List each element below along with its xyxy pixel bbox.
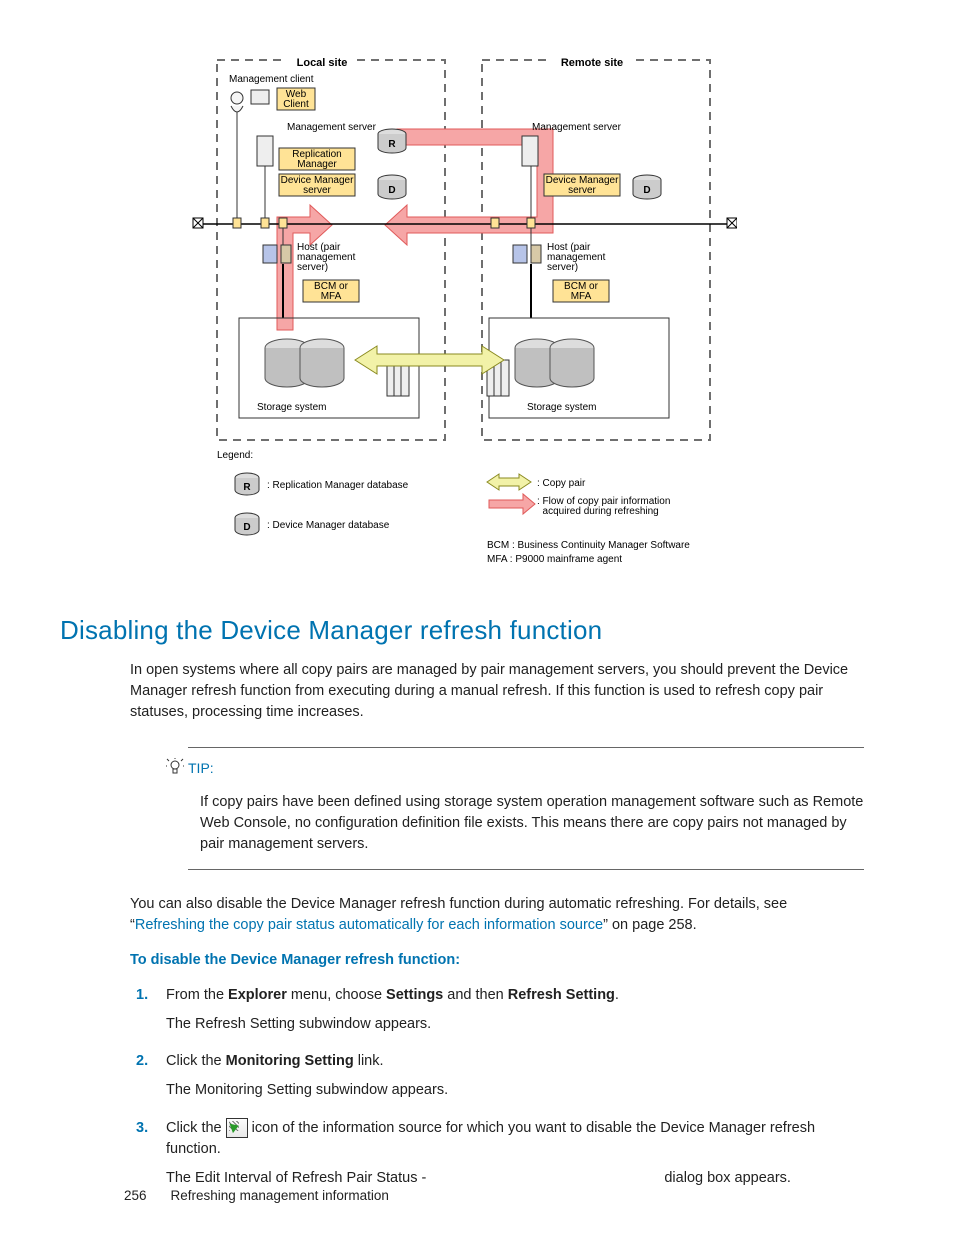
storage-local-label: Storage system xyxy=(257,402,326,413)
remote-title: Remote site xyxy=(561,57,623,69)
step-2-sub: The Monitoring Setting subwindow appears… xyxy=(166,1080,864,1101)
mgmt-client-label: Management client xyxy=(229,74,314,85)
tip-body: If copy pairs have been defined using st… xyxy=(200,792,864,855)
tip-icon xyxy=(166,758,184,776)
step-2: Click the Monitoring Setting link. The M… xyxy=(158,1051,864,1101)
svg-text:R: R xyxy=(243,482,251,493)
svg-text:D: D xyxy=(643,185,650,196)
procedure-steps: From the Explorer menu, choose Settings … xyxy=(130,985,864,1188)
step-1-sub: The Refresh Setting subwindow appears. xyxy=(166,1014,864,1035)
local-title: Local site xyxy=(297,57,348,69)
legend-bcm: BCM : Business Continuity Manager Softwa… xyxy=(487,540,690,551)
svg-text:D: D xyxy=(243,522,250,533)
procedure-heading: To disable the Device Manager refresh fu… xyxy=(130,950,864,971)
host-local-label: Host (pairmanagementserver) xyxy=(297,242,356,273)
chapter-title: Refreshing management information xyxy=(171,1188,389,1203)
legend-flow: : Flow of copy pair information acquired… xyxy=(537,496,670,517)
repl-mgr-label: ReplicationManager xyxy=(292,149,341,170)
architecture-diagram: Local site Remote site Management client… xyxy=(187,50,737,585)
section-heading: Disabling the Device Manager refresh fun… xyxy=(60,615,864,646)
step-3-sub: The Edit Interval of Refresh Pair Status… xyxy=(166,1168,864,1189)
mgmt-server-local: Management server xyxy=(287,122,377,133)
svg-text:D: D xyxy=(388,185,395,196)
host-remote-label: Host (pairmanagementserver) xyxy=(547,242,606,273)
tip-label: TIP: xyxy=(188,758,864,778)
step-1: From the Explorer menu, choose Settings … xyxy=(158,985,864,1035)
cross-ref-link[interactable]: Refreshing the copy pair status automati… xyxy=(135,917,603,933)
storage-remote-label: Storage system xyxy=(527,402,596,413)
legend-copy: : Copy pair xyxy=(537,478,586,489)
page-number: 256 xyxy=(124,1188,147,1203)
mgmt-server-remote: Management server xyxy=(532,122,622,133)
legend-r: : Replication Manager database xyxy=(267,480,409,491)
legend-mfa: MFA : P9000 mainframe agent xyxy=(487,554,622,565)
after-tip-paragraph: You can also disable the Device Manager … xyxy=(130,894,864,936)
page-footer: 256 Refreshing management information xyxy=(124,1188,389,1203)
web-client-label: WebClient xyxy=(283,89,309,110)
legend-title: Legend: xyxy=(217,450,253,461)
intro-paragraph: In open systems where all copy pairs are… xyxy=(130,660,864,723)
svg-text:R: R xyxy=(388,139,396,150)
step-3: Click the icon of the information source… xyxy=(158,1118,864,1189)
tip-block: TIP: If copy pairs have been defined usi… xyxy=(188,747,864,870)
edit-icon xyxy=(226,1118,248,1138)
legend-d: : Device Manager database xyxy=(267,520,390,531)
